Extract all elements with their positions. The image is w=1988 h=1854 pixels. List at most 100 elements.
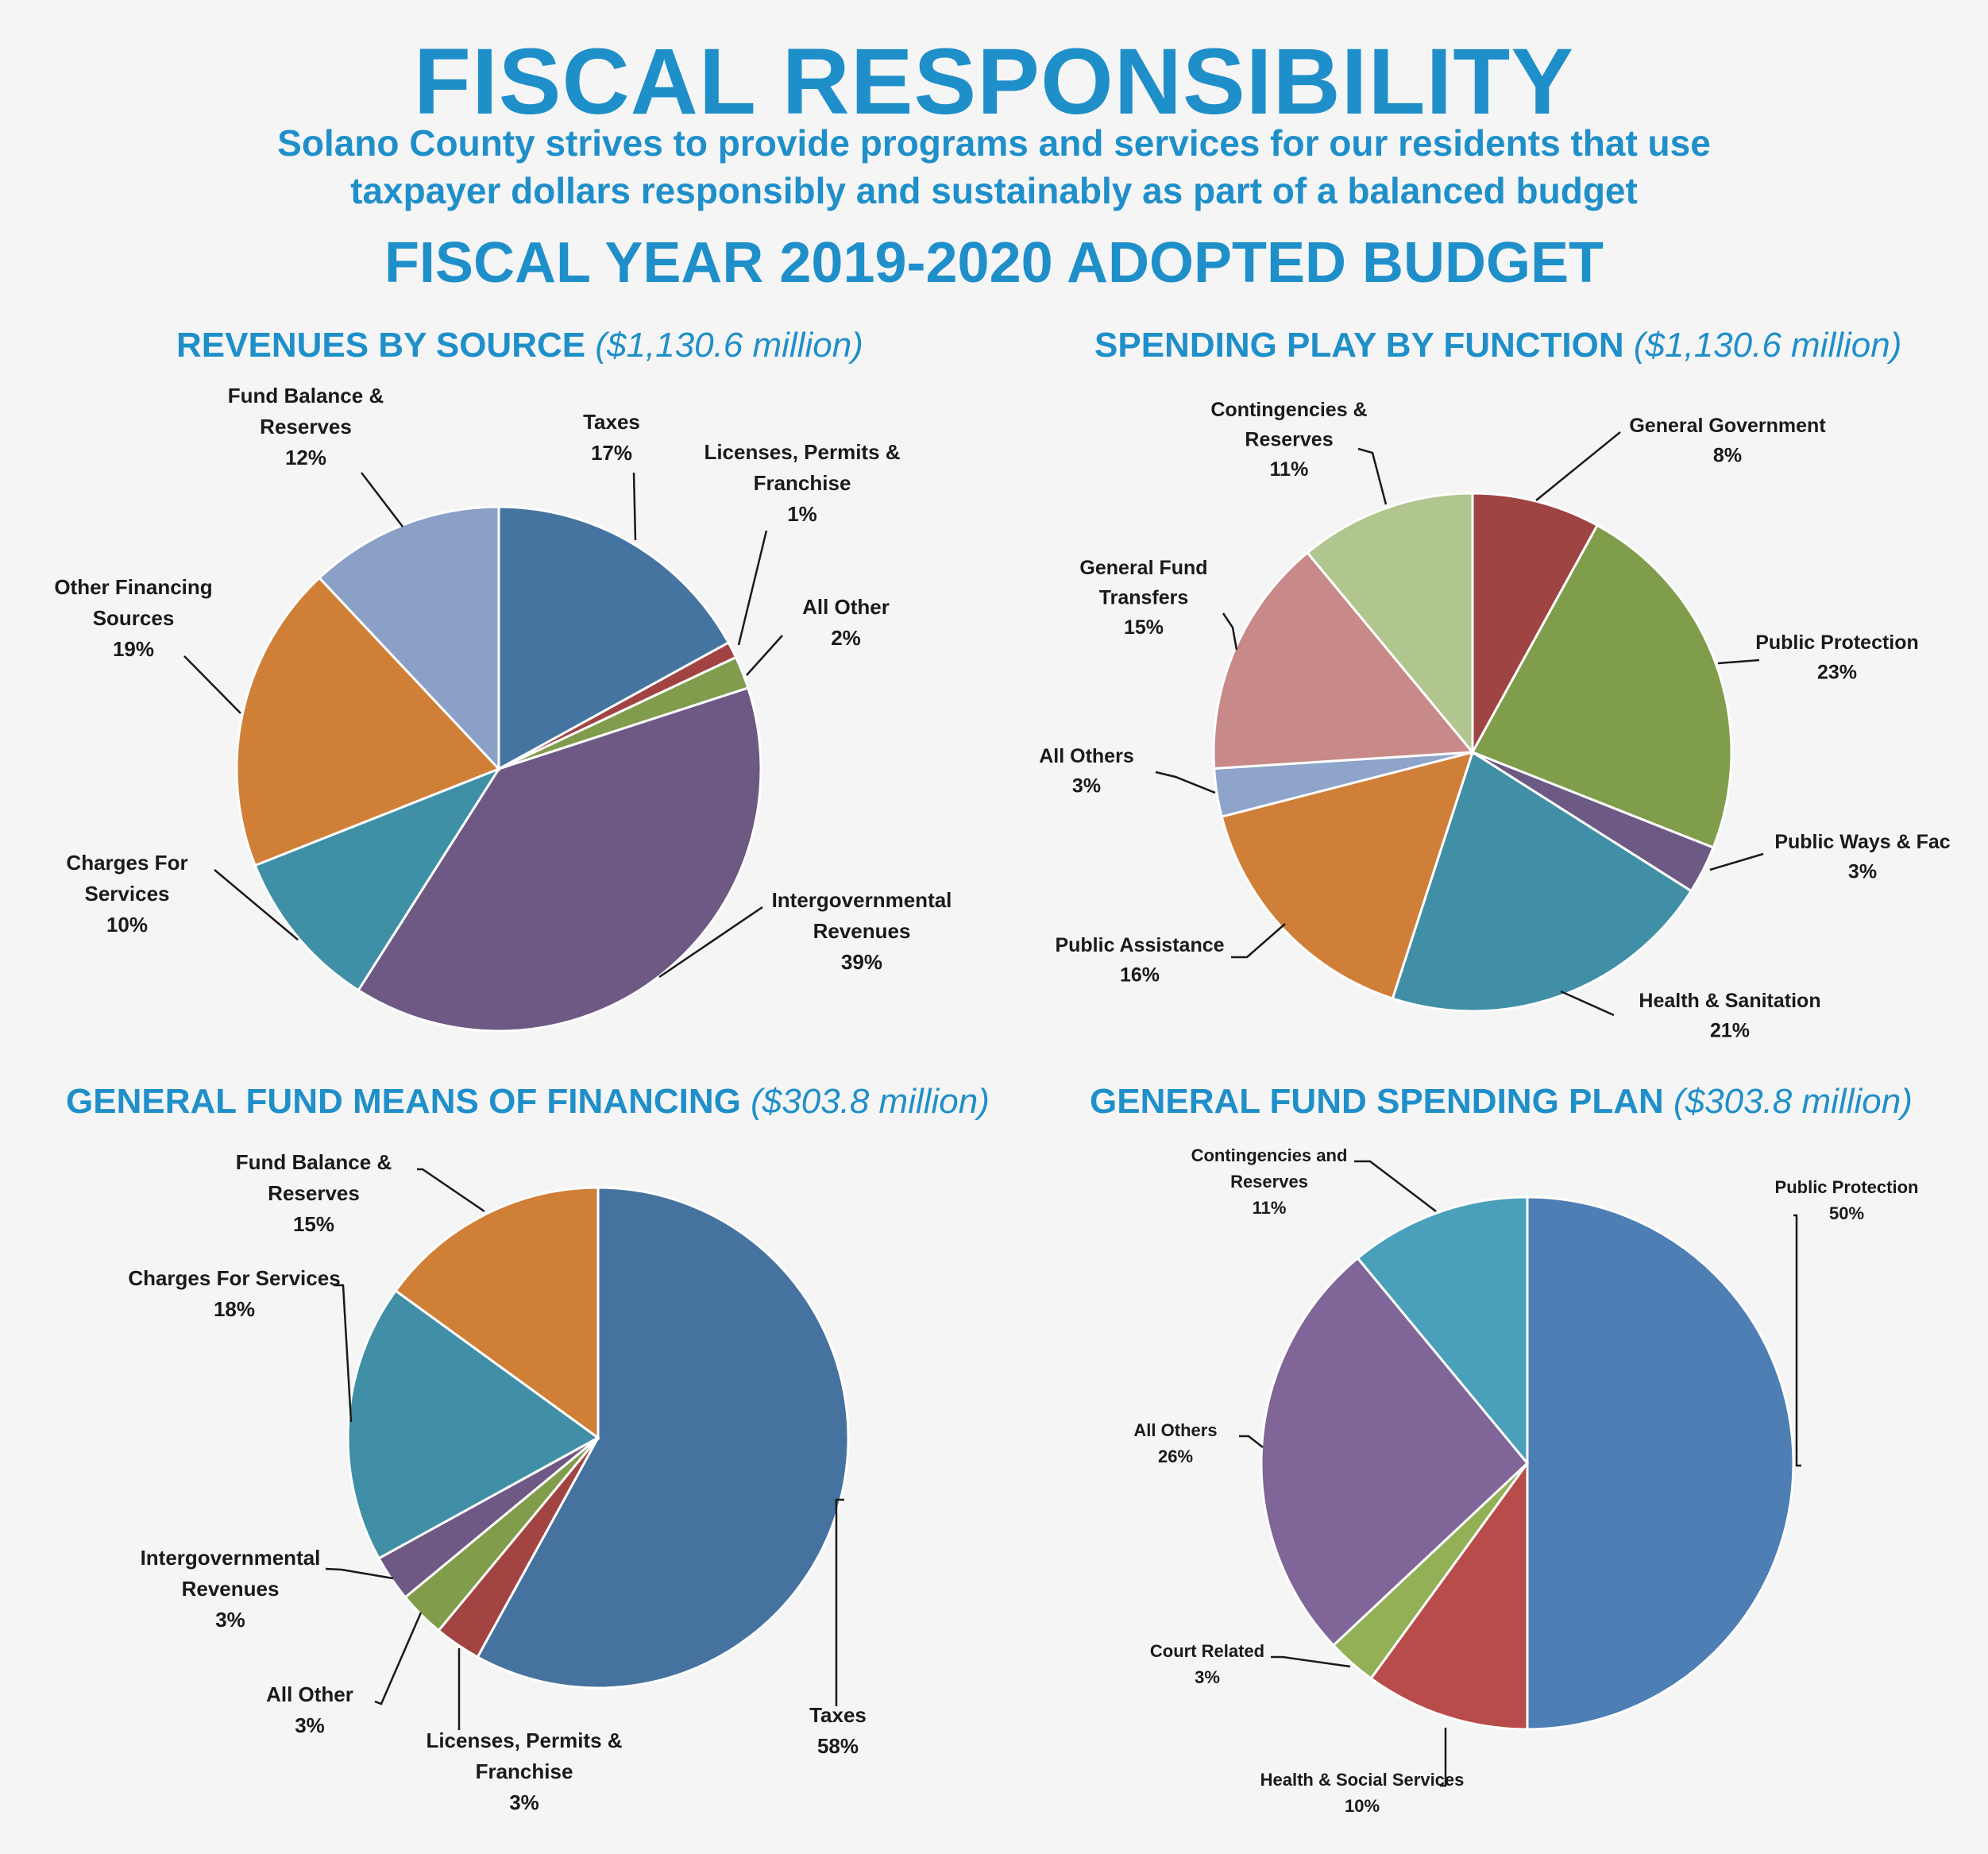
slice-percent: 8% — [1713, 445, 1742, 467]
slice-label-text: All Others — [1039, 745, 1133, 767]
chart-title-amount: ($1,130.6 million) — [1633, 326, 1902, 365]
leader-line — [1793, 1214, 1801, 1467]
slice-label-text: Reserves — [1230, 1172, 1308, 1192]
slice-percent: 39% — [841, 950, 882, 974]
slice-label-text: Court Related — [1150, 1641, 1264, 1661]
subtitle-line-1: Solano County strives to provide program… — [277, 122, 1711, 164]
slice-percent: 23% — [1817, 662, 1857, 684]
slice-percent: 19% — [113, 637, 154, 661]
slice-label: All Others 26% — [1133, 1420, 1217, 1466]
slice-label-text: Public Assistance — [1055, 934, 1224, 956]
slice-label: All Other 3% — [266, 1682, 353, 1737]
slice-label: Other Financing Sources 19% — [54, 575, 212, 661]
slice-percent: 11% — [1253, 1198, 1287, 1218]
slice-label-text: Charges For Services — [128, 1266, 340, 1290]
pie-slice — [1356, 1195, 1529, 1467]
chart-title-amount: ($303.8 million) — [751, 1082, 990, 1121]
slice-label-text: Public Ways & Fac — [1774, 831, 1950, 853]
slice-label-text: Sources — [93, 606, 175, 630]
slice-label-text: Services — [85, 882, 170, 906]
slice-label: Fund Balance & Reserves 12% — [228, 384, 384, 469]
chart-title-gf-spending: GENERAL FUND SPENDING PLAN ($303.8 milli… — [1090, 1082, 1913, 1122]
slice-label-text: Taxes — [583, 410, 640, 434]
pie-slice — [253, 766, 502, 992]
leader-line — [746, 635, 783, 676]
slice-percent: 3% — [215, 1608, 245, 1632]
pie-slice — [1526, 1195, 1795, 1731]
slice-percent: 26% — [1158, 1447, 1193, 1466]
subtitle-line-2: taxpayer dollars responsibly and sustain… — [350, 170, 1638, 211]
slice-label-text: Contingencies and — [1191, 1145, 1348, 1165]
chart-title-amount: ($1,130.6 million) — [595, 326, 863, 365]
slice-label: Charges For Services 10% — [66, 851, 187, 937]
slice-label-text: All Other — [266, 1682, 353, 1706]
pie-slice — [1368, 1459, 1529, 1731]
leader-line — [658, 906, 763, 979]
slice-label: Taxes 58% — [809, 1703, 867, 1758]
slice-label: Intergovernmental Revenues 3% — [141, 1546, 321, 1632]
fiscal-year-title: FISCAL YEAR 2019-2020 ADOPTED BUDGET — [384, 231, 1604, 295]
slice-label: All Others 3% — [1039, 745, 1133, 798]
slice-label-text: All Others — [1133, 1420, 1217, 1440]
slice-percent: 3% — [1072, 775, 1101, 798]
slice-percent: 3% — [1848, 861, 1877, 883]
leader-line — [737, 530, 768, 646]
leader-line — [835, 1498, 844, 1706]
chart-title-text: REVENUES BY SOURCE — [176, 326, 586, 365]
slice-label-text: General Government — [1629, 415, 1826, 437]
slice-label-text: Transfers — [1099, 587, 1189, 609]
pie-chart-4: Public Protection 50% Health & Social Serv… — [1133, 1145, 1918, 1816]
leader-line — [1222, 612, 1238, 651]
slice-label-text: Franchise — [476, 1759, 573, 1783]
slice-label-text: Public Protection — [1775, 1177, 1919, 1197]
slice-label: Taxes 17% — [583, 410, 640, 465]
slice-label: General Fund Transfers 15% — [1079, 557, 1207, 639]
slice-percent: 17% — [591, 441, 632, 465]
slice-percent: 3% — [509, 1790, 539, 1814]
slice-percent: 15% — [1124, 616, 1164, 639]
slice-label: Intergovernmental Revenues 39% — [772, 888, 952, 974]
slice-label: Health & Social Services 10% — [1260, 1770, 1465, 1816]
pie-slice — [1391, 750, 1693, 1013]
leader-line — [1709, 852, 1764, 871]
slice-label-text: Taxes — [809, 1703, 867, 1727]
slice-label: All Other 2% — [802, 595, 890, 650]
chart-title-gf-financing: GENERAL FUND MEANS OF FINANCING ($303.8 … — [66, 1082, 990, 1122]
slice-percent: 12% — [285, 446, 326, 469]
chart-title-spending: SPENDING PLAY BY FUNCTION ($1,130.6 mill… — [1094, 326, 1901, 365]
leader-line — [1535, 431, 1621, 501]
chart-title-amount: ($303.8 million) — [1673, 1082, 1913, 1121]
leader-line — [1239, 1435, 1264, 1448]
slice-percent: 15% — [293, 1212, 334, 1236]
slice-label-text: Reserves — [260, 415, 352, 438]
chart-title-revenues: REVENUES BY SOURCE ($1,130.6 million) — [176, 326, 863, 365]
slice-label-text: Revenues — [182, 1577, 280, 1601]
leader-line — [632, 472, 637, 541]
slice-label-text: Other Financing — [54, 575, 212, 599]
pie-slice — [1220, 750, 1475, 1000]
slice-label: Public Ways & Fac 3% — [1774, 831, 1950, 883]
pie-chart-3: Taxes 58%Licenses, Permits & Franchise 3%Al… — [128, 1150, 867, 1814]
slice-label-text: Contingencies & — [1210, 399, 1367, 421]
slice-percent: 10% — [106, 913, 148, 937]
leader-line — [374, 1612, 423, 1705]
slice-label: Licenses, Permits & Franchise 3% — [426, 1728, 622, 1814]
slice-percent: 21% — [1710, 1020, 1750, 1042]
slice-label: Health & Sanitation 21% — [1639, 990, 1820, 1042]
slice-label-text: Intergovernmental — [772, 888, 952, 912]
pie-slice — [1471, 492, 1600, 753]
slice-label: Public Assistance 16% — [1055, 934, 1224, 987]
slice-label: Public Protection 50% — [1775, 1177, 1919, 1223]
slice-label-text: Revenues — [813, 919, 911, 943]
pie-chart-2: General Government 8% Public Protection 23%… — [1039, 399, 1951, 1042]
slice-label-text: Licenses, Permits & — [704, 440, 900, 464]
slice-label: Court Related 3% — [1150, 1641, 1264, 1687]
slice-label: Contingencies and Reserves 11% — [1191, 1145, 1348, 1218]
slice-percent: 3% — [295, 1713, 325, 1737]
pie-slice — [1212, 550, 1476, 771]
leader-line — [1717, 659, 1760, 665]
leader-line — [1354, 1160, 1437, 1212]
pie-slice — [1470, 523, 1733, 849]
pie-slice — [1306, 492, 1474, 756]
